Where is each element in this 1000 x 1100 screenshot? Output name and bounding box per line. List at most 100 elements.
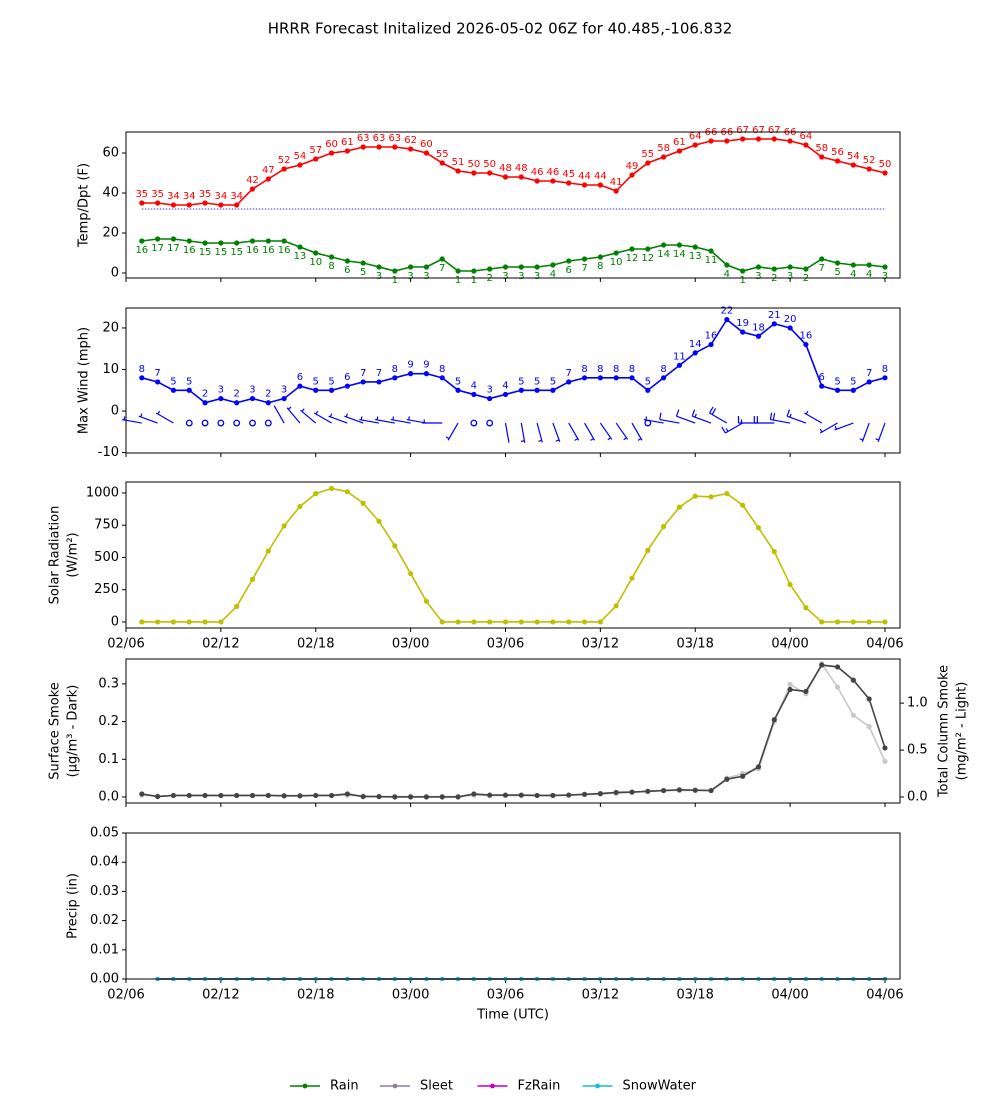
data-point bbox=[597, 790, 603, 797]
data-point bbox=[581, 375, 588, 381]
data-point bbox=[502, 792, 509, 798]
wind-barb bbox=[675, 409, 696, 424]
data-label: 13 bbox=[294, 251, 307, 262]
data-label: 4 bbox=[866, 269, 872, 280]
data-label: 15 bbox=[230, 247, 243, 258]
data-point bbox=[139, 238, 145, 244]
data-label: 60 bbox=[325, 139, 338, 150]
data-label: 63 bbox=[357, 133, 370, 144]
data-point bbox=[819, 619, 825, 625]
x-tick-label: 04/06 bbox=[866, 637, 903, 652]
data-point bbox=[787, 686, 793, 693]
data-label: 5 bbox=[645, 376, 651, 387]
data-point bbox=[170, 236, 177, 242]
data-label: 5 bbox=[534, 376, 540, 387]
x-tick-label: 02/12 bbox=[202, 637, 239, 652]
data-point bbox=[787, 325, 793, 331]
data-label: 48 bbox=[499, 163, 512, 174]
data-label: 16 bbox=[705, 331, 718, 342]
data-label: 4 bbox=[724, 269, 730, 280]
data-point bbox=[645, 160, 651, 166]
data-label: 5 bbox=[518, 376, 524, 387]
data-point bbox=[202, 200, 208, 206]
data-point bbox=[344, 258, 350, 264]
data-point bbox=[234, 202, 240, 208]
data-label: 5 bbox=[834, 376, 840, 387]
wind-barb bbox=[286, 406, 301, 424]
wind-barb bbox=[138, 413, 158, 424]
data-point bbox=[487, 792, 493, 798]
data-point bbox=[597, 254, 603, 260]
x-tick-label: 04/06 bbox=[866, 988, 903, 1003]
x-tick-label: 02/18 bbox=[297, 637, 334, 652]
data-point bbox=[850, 677, 856, 683]
data-point bbox=[218, 240, 224, 246]
data-label: 64 bbox=[689, 131, 702, 142]
data-point bbox=[139, 375, 145, 381]
data-point bbox=[234, 240, 240, 246]
series-line bbox=[141, 238, 886, 272]
data-label: 5 bbox=[313, 376, 319, 387]
data-point bbox=[471, 619, 477, 625]
data-label: 2 bbox=[265, 389, 271, 400]
data-point bbox=[455, 619, 461, 625]
x-tick-label: 02/12 bbox=[202, 988, 239, 1003]
wind-barb bbox=[819, 422, 838, 434]
data-point bbox=[471, 791, 477, 797]
data-label: 3 bbox=[376, 271, 382, 282]
data-point bbox=[787, 681, 793, 687]
data-label: 8 bbox=[392, 364, 398, 375]
data-point bbox=[376, 793, 382, 800]
data-point bbox=[392, 268, 398, 274]
data-point bbox=[755, 333, 762, 339]
data-label: 41 bbox=[610, 177, 623, 188]
y2-tick-label: 1.0 bbox=[907, 696, 928, 711]
data-label: 1 bbox=[455, 275, 461, 286]
wind-barb bbox=[504, 422, 510, 443]
axis-label: Surface Smoke bbox=[48, 682, 63, 780]
data-point bbox=[661, 523, 667, 530]
data-point bbox=[234, 603, 240, 610]
legend-label: Sleet bbox=[420, 1079, 453, 1094]
wind-barb bbox=[804, 410, 823, 424]
data-label: 2 bbox=[233, 389, 239, 400]
series-line bbox=[141, 138, 886, 206]
data-point bbox=[518, 792, 524, 798]
data-point bbox=[170, 387, 177, 393]
data-point bbox=[139, 619, 145, 625]
data-point bbox=[202, 240, 208, 246]
data-point bbox=[866, 619, 872, 625]
y2-tick-label: 0.5 bbox=[907, 743, 928, 758]
data-label: 22 bbox=[720, 306, 733, 317]
data-point bbox=[645, 547, 651, 553]
data-point bbox=[297, 162, 303, 168]
data-label: 19 bbox=[736, 318, 749, 329]
data-label: 34 bbox=[183, 191, 196, 202]
data-point bbox=[613, 789, 619, 796]
data-point bbox=[581, 619, 588, 625]
data-label: 35 bbox=[199, 189, 212, 200]
data-point bbox=[819, 154, 825, 160]
data-label: 4 bbox=[471, 380, 477, 391]
data-label: 55 bbox=[436, 149, 449, 160]
data-point bbox=[455, 268, 461, 274]
data-point bbox=[787, 581, 793, 588]
data-point bbox=[787, 138, 793, 144]
data-point bbox=[550, 792, 556, 799]
data-point bbox=[202, 400, 208, 406]
data-label: 21 bbox=[768, 310, 781, 321]
wind-barb bbox=[859, 422, 870, 443]
data-label: 3 bbox=[502, 271, 508, 282]
data-point bbox=[155, 379, 161, 385]
data-label: 8 bbox=[660, 364, 666, 375]
x-axis-label: Time (UTC) bbox=[476, 1008, 549, 1023]
wind-barb bbox=[643, 416, 664, 424]
data-point bbox=[534, 619, 540, 625]
data-point bbox=[518, 387, 524, 393]
wind-barb bbox=[568, 422, 580, 441]
data-point bbox=[392, 794, 398, 800]
data-label: 63 bbox=[388, 133, 401, 144]
wind-barb bbox=[359, 416, 380, 424]
data-point bbox=[692, 493, 698, 499]
data-label: 3 bbox=[755, 271, 761, 282]
